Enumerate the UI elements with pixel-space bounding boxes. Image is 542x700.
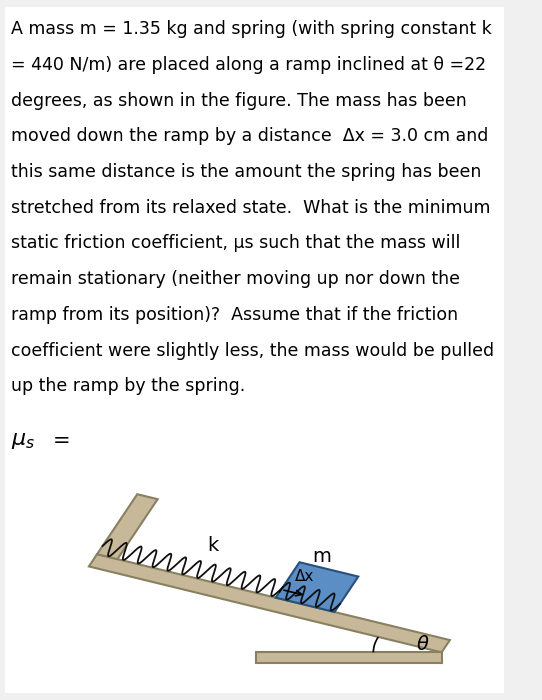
Text: degrees, as shown in the figure. The mass has been: degrees, as shown in the figure. The mas… bbox=[11, 92, 467, 109]
Text: up the ramp by the spring.: up the ramp by the spring. bbox=[11, 377, 245, 395]
Text: this same distance is the amount the spring has been: this same distance is the amount the spr… bbox=[11, 163, 481, 181]
Text: remain stationary (neither moving up nor down the: remain stationary (neither moving up nor… bbox=[11, 270, 460, 288]
Text: moved down the ramp by a distance  Δx = 3.0 cm and: moved down the ramp by a distance Δx = 3… bbox=[11, 127, 488, 146]
Text: $\theta$: $\theta$ bbox=[416, 635, 429, 654]
Text: stretched from its relaxed state.  What is the minimum: stretched from its relaxed state. What i… bbox=[11, 199, 491, 217]
Text: =: = bbox=[53, 431, 70, 452]
Text: A mass m = 1.35 kg and spring (with spring constant k: A mass m = 1.35 kg and spring (with spri… bbox=[11, 20, 492, 38]
Text: $\mu_s$: $\mu_s$ bbox=[11, 431, 35, 452]
Text: Δx: Δx bbox=[295, 570, 314, 584]
Polygon shape bbox=[97, 494, 158, 559]
FancyBboxPatch shape bbox=[70, 424, 224, 461]
Text: ramp from its position)?  Assume that if the friction: ramp from its position)? Assume that if … bbox=[11, 306, 458, 324]
Text: coefficient were slightly less, the mass would be pulled: coefficient were slightly less, the mass… bbox=[11, 342, 494, 360]
Text: static friction coefficient, μs such that the mass will: static friction coefficient, μs such tha… bbox=[11, 234, 460, 253]
Text: k: k bbox=[208, 536, 219, 556]
Text: = 440 N/m) are placed along a ramp inclined at θ =22: = 440 N/m) are placed along a ramp incli… bbox=[11, 56, 486, 74]
Polygon shape bbox=[276, 562, 358, 612]
Polygon shape bbox=[256, 652, 442, 663]
Polygon shape bbox=[89, 554, 450, 652]
Text: m: m bbox=[312, 547, 331, 566]
